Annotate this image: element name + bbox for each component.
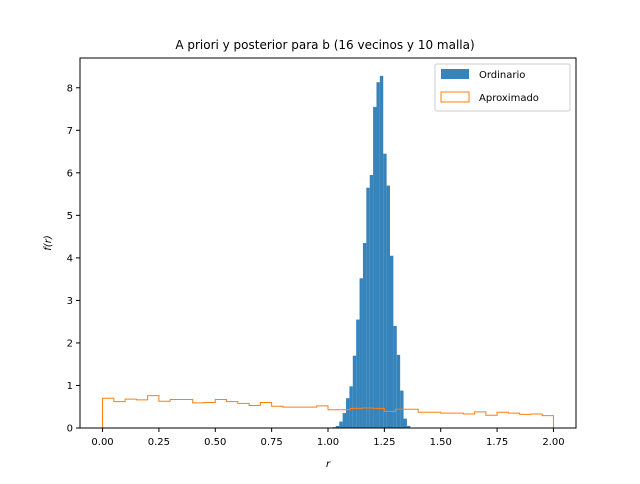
bar-ordinario [359,278,363,428]
bar-ordinario [339,421,343,428]
bar-ordinario [376,82,380,428]
step-line-aproximado [102,395,554,428]
y-tick-label: 0 [67,424,73,435]
chart-title: A priori y posterior para b (16 vecinos … [175,38,474,52]
x-tick-label: 0.00 [91,437,113,448]
x-tick-label: 2.00 [542,437,564,448]
x-tick-label: 0.25 [148,437,170,448]
bar-ordinario [342,413,347,428]
bar-ordinario [356,319,360,428]
plot-area [102,75,554,429]
bar-ordinario [349,386,353,428]
y-tick-label: 7 [67,126,73,137]
legend-swatch-aproximado [440,91,470,103]
bar-ordinario [352,355,357,428]
x-axis-label: r [326,459,331,470]
bar-ordinario [390,255,394,428]
y-tick-label: 3 [67,296,73,307]
bar-ordinario [369,174,374,428]
x-tick-label: 0.75 [261,437,283,448]
legend: Ordinario Aproximado [434,63,571,112]
bar-ordinario [403,418,407,428]
bar-ordinario [373,106,377,428]
legend-label-ordinario: Ordinario [479,70,525,81]
legend-label-aproximado: Aproximado [479,93,539,104]
y-axis-label: f(r) [43,235,54,250]
bar-ordinario [346,398,350,428]
y-tick-label: 4 [67,253,73,264]
x-tick-label: 1.00 [317,437,339,448]
bar-ordinario [396,354,401,428]
bar-ordinario [383,153,387,429]
y-tick-label: 1 [67,381,73,392]
bar-ordinario [379,75,384,429]
x-tick-label: 1.75 [486,437,508,448]
bar-ordinario [362,243,367,428]
bar-ordinario [366,187,370,428]
legend-swatch-ordinario [441,69,469,79]
bar-ordinario [406,425,411,428]
y-axis: 0 1 2 3 4 5 6 7 8 [67,83,80,435]
bar-ordinario [386,185,390,428]
y-tick-label: 5 [67,211,73,222]
y-tick-label: 2 [67,338,73,349]
y-tick-label: 8 [67,83,73,94]
x-tick-label: 1.50 [430,437,452,448]
x-tick-label: 0.50 [204,437,226,448]
y-tick-label: 6 [67,168,73,179]
x-tick-label: 1.25 [373,437,395,448]
x-axis: 0.00 0.25 0.50 0.75 1.00 1.25 1.50 1.75 2.00 [91,428,565,448]
bar-ordinario [393,325,397,428]
bar-ordinario [335,425,340,428]
